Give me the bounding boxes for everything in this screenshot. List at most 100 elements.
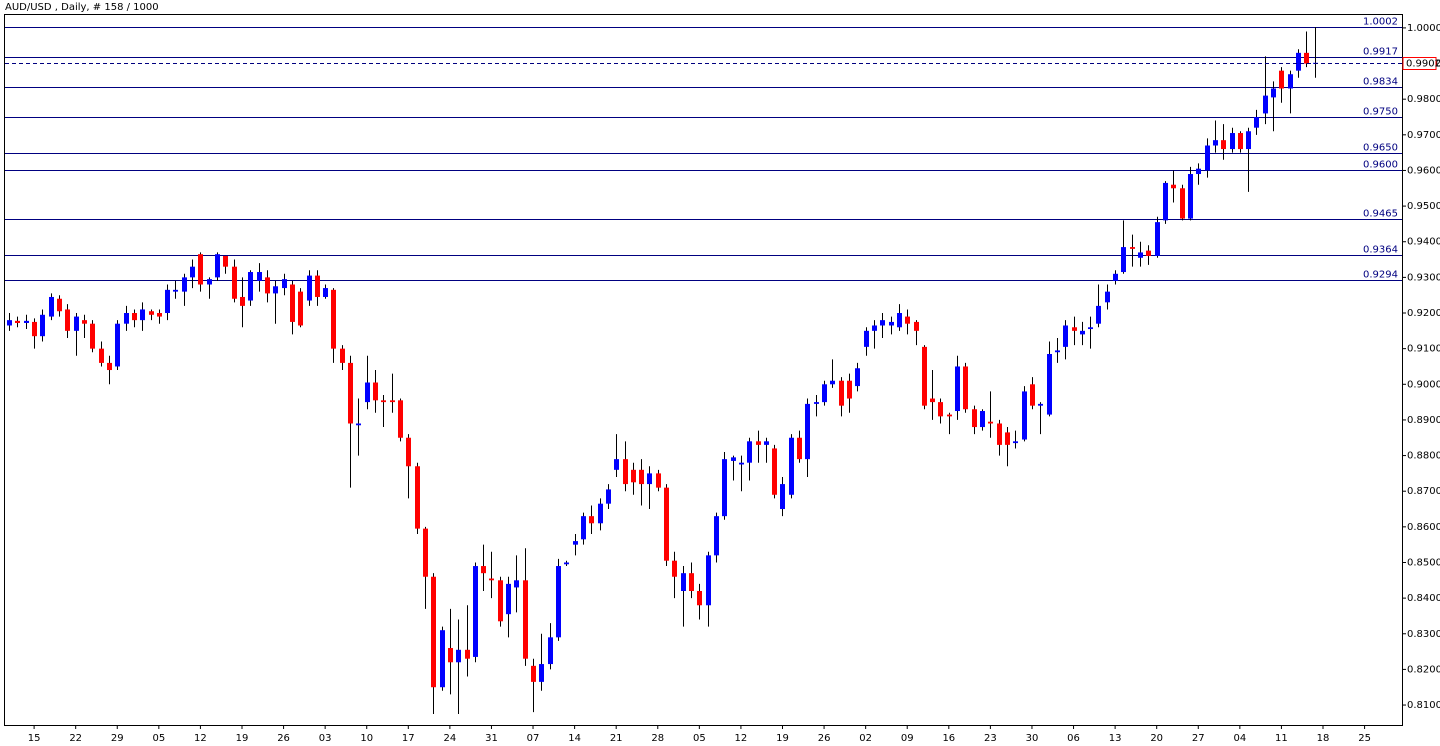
level-label: 1.0002: [1363, 17, 1398, 28]
x-tick-label: 26: [277, 733, 290, 744]
candle-body: [697, 590, 702, 606]
candle-body: [872, 325, 877, 331]
plot-frame: [4, 14, 1403, 726]
candle-body: [82, 320, 87, 324]
x-tick-label: 19: [236, 733, 249, 744]
x-tick-label: 17: [402, 733, 415, 744]
x-tick-label: 22: [69, 733, 82, 744]
candle-body: [614, 459, 619, 470]
candle-body: [465, 649, 470, 659]
candle-body: [489, 578, 494, 581]
candle-body: [1088, 327, 1093, 330]
candle-body: [65, 309, 70, 331]
y-tick-label: 0.9500: [1407, 201, 1440, 212]
y-tick-label: 0.8200: [1407, 664, 1440, 675]
candle-body: [99, 348, 104, 363]
candle-body: [714, 516, 719, 556]
level-label: 0.9917: [1363, 47, 1398, 58]
candle-body: [1155, 222, 1160, 256]
candle-body: [423, 528, 428, 577]
candle-body: [573, 541, 578, 545]
candle-body: [589, 516, 594, 524]
chart-title: AUD/USD , Daily, # 158 / 1000: [5, 2, 159, 13]
candle-body: [49, 296, 54, 317]
level-label: 0.9834: [1363, 77, 1398, 88]
x-tick-label: 11: [1275, 733, 1288, 744]
candle-body: [323, 288, 328, 297]
candle-body: [381, 400, 386, 403]
y-tick-label: 0.8600: [1407, 522, 1440, 533]
x-tick-label: 23: [984, 733, 997, 744]
candle-body: [1163, 182, 1168, 221]
x-tick-label: 29: [111, 733, 124, 744]
x-tick-label: 13: [1109, 733, 1122, 744]
candle-body: [1196, 168, 1201, 175]
candle-body: [623, 459, 628, 485]
candle-body: [672, 560, 677, 577]
x-tick-label: 14: [568, 733, 581, 744]
candle-body: [198, 254, 203, 285]
candle-body: [431, 576, 436, 688]
candle-body: [1030, 384, 1035, 406]
x-tick-label: 24: [444, 733, 457, 744]
candle-body: [132, 313, 137, 321]
candle-body: [1188, 174, 1193, 219]
candle-body: [514, 580, 519, 588]
candle-body: [307, 275, 312, 301]
candle-body: [506, 583, 511, 615]
candle-body: [257, 272, 262, 281]
candle-body: [7, 320, 12, 326]
candle-body: [847, 380, 852, 399]
candle-body: [223, 255, 228, 267]
candle-body: [282, 279, 287, 289]
candle-body: [830, 380, 835, 385]
x-tick-label: 30: [1026, 733, 1039, 744]
candle-body: [880, 320, 885, 326]
candle-body: [889, 321, 894, 326]
candle-body: [739, 462, 744, 465]
x-tick-label: 06: [1067, 733, 1080, 744]
x-tick-label: 20: [1150, 733, 1163, 744]
x-tick-label: 09: [901, 733, 914, 744]
candle-body: [606, 489, 611, 504]
candle-body: [124, 313, 129, 324]
candle-body: [398, 400, 403, 438]
candle-body: [997, 423, 1002, 445]
x-tick-label: 10: [360, 733, 373, 744]
candle-body: [481, 566, 486, 574]
candle-body: [905, 316, 910, 324]
candle-body: [1238, 133, 1243, 150]
y-tick-label: 0.8100: [1407, 700, 1440, 711]
candle-body: [140, 309, 145, 321]
candle-body: [523, 580, 528, 659]
candle-body: [839, 380, 844, 406]
candle-body: [780, 484, 785, 510]
candle-body: [190, 266, 195, 278]
y-tick-label: 0.8700: [1407, 486, 1440, 497]
candle-body: [1263, 95, 1268, 114]
x-tick-label: 19: [776, 733, 789, 744]
candle-body: [1013, 441, 1018, 444]
candle-body: [656, 473, 661, 488]
candle-body: [1063, 325, 1068, 347]
x-tick-label: 31: [485, 733, 498, 744]
candle-body: [539, 664, 544, 682]
candle-body: [556, 566, 561, 638]
candle-body: [639, 469, 644, 485]
candle-body: [1180, 188, 1185, 219]
candle-body: [822, 384, 827, 403]
candle-body: [273, 286, 278, 294]
candle-body: [149, 311, 154, 315]
x-tick-label: 05: [693, 733, 706, 744]
candle-body: [406, 437, 411, 467]
level-label: 0.9364: [1363, 245, 1398, 256]
candle-body: [182, 277, 187, 292]
y-tick-label: 0.8400: [1407, 593, 1440, 604]
candle-body: [814, 402, 819, 404]
y-tick-label: 0.8500: [1407, 557, 1440, 568]
candle-body: [1005, 432, 1010, 445]
candle-body: [1072, 327, 1077, 331]
candle-body: [265, 277, 270, 294]
candle-body: [1080, 330, 1085, 335]
candle-body: [390, 400, 395, 403]
